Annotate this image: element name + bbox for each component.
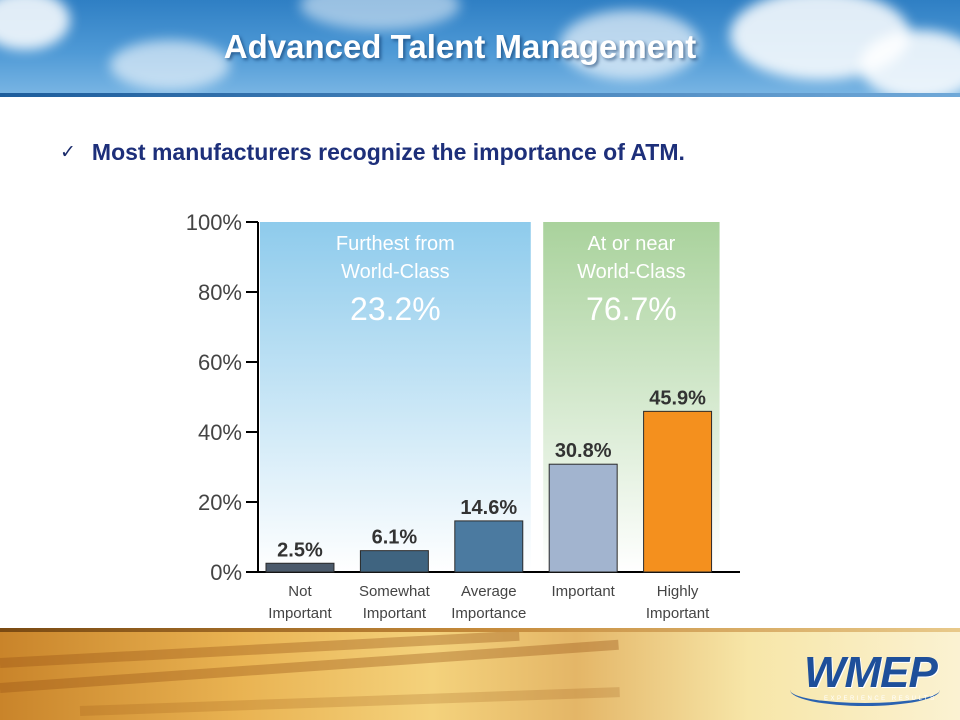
category-label: Important: [646, 605, 710, 622]
header-divider: [0, 93, 960, 97]
bar-value-label: 6.1%: [372, 527, 418, 549]
check-icon: ✓: [60, 141, 76, 163]
category-label: Importance: [451, 605, 526, 622]
y-tick-label: 0%: [210, 560, 242, 585]
bar-value-label: 30.8%: [555, 440, 612, 462]
group-value: 76.7%: [586, 291, 677, 327]
footer-divider: [0, 628, 960, 632]
category-label: Important: [551, 583, 615, 600]
category-label: Average: [461, 583, 517, 600]
category-label: Important: [363, 605, 427, 622]
logo-tagline: EXPERIENCE RESULTS: [824, 696, 937, 702]
bar: [454, 520, 524, 573]
group-label: World-Class: [577, 261, 686, 283]
wmep-logo: WMEP EXPERIENCE RESULTS: [790, 646, 950, 710]
category-label: Highly: [657, 583, 699, 600]
bar-value-label: 2.5%: [277, 539, 323, 561]
slide-title: Advanced Talent Management: [223, 28, 697, 65]
y-tick-label: 20%: [198, 490, 242, 515]
group-value: 23.2%: [350, 291, 441, 327]
category-label: Important: [268, 605, 332, 622]
y-tick-label: 40%: [198, 420, 242, 445]
bar: [643, 410, 713, 573]
y-tick-label: 80%: [198, 280, 242, 305]
bar: [548, 463, 618, 573]
bar-value-label: 45.9%: [649, 387, 706, 409]
group-label: Furthest from: [336, 233, 455, 255]
y-tick-label: 60%: [198, 350, 242, 375]
group-label: World-Class: [341, 261, 450, 283]
bullet-text: Most manufacturers recognize the importa…: [91, 138, 685, 165]
importance-bar-chart: 0% 20% 40% 60% 80% 100% Furthest from World-Cl…: [186, 210, 740, 622]
y-tick-label: 100%: [186, 210, 242, 235]
logo-swoosh: [790, 674, 940, 706]
bar-value-label: 14.6%: [460, 497, 517, 519]
bullet-item: ✓ Most manufacturers recognize the impor…: [60, 136, 685, 168]
bar: [265, 562, 335, 573]
bar: [359, 550, 429, 573]
category-label: Somewhat: [359, 583, 431, 600]
group-label: At or near: [587, 233, 675, 255]
group-panel: [260, 222, 531, 572]
header-banner: Advanced Talent Management: [0, 0, 960, 96]
logo-wordmark: WMEP: [804, 648, 938, 697]
category-label: Not: [288, 583, 312, 600]
